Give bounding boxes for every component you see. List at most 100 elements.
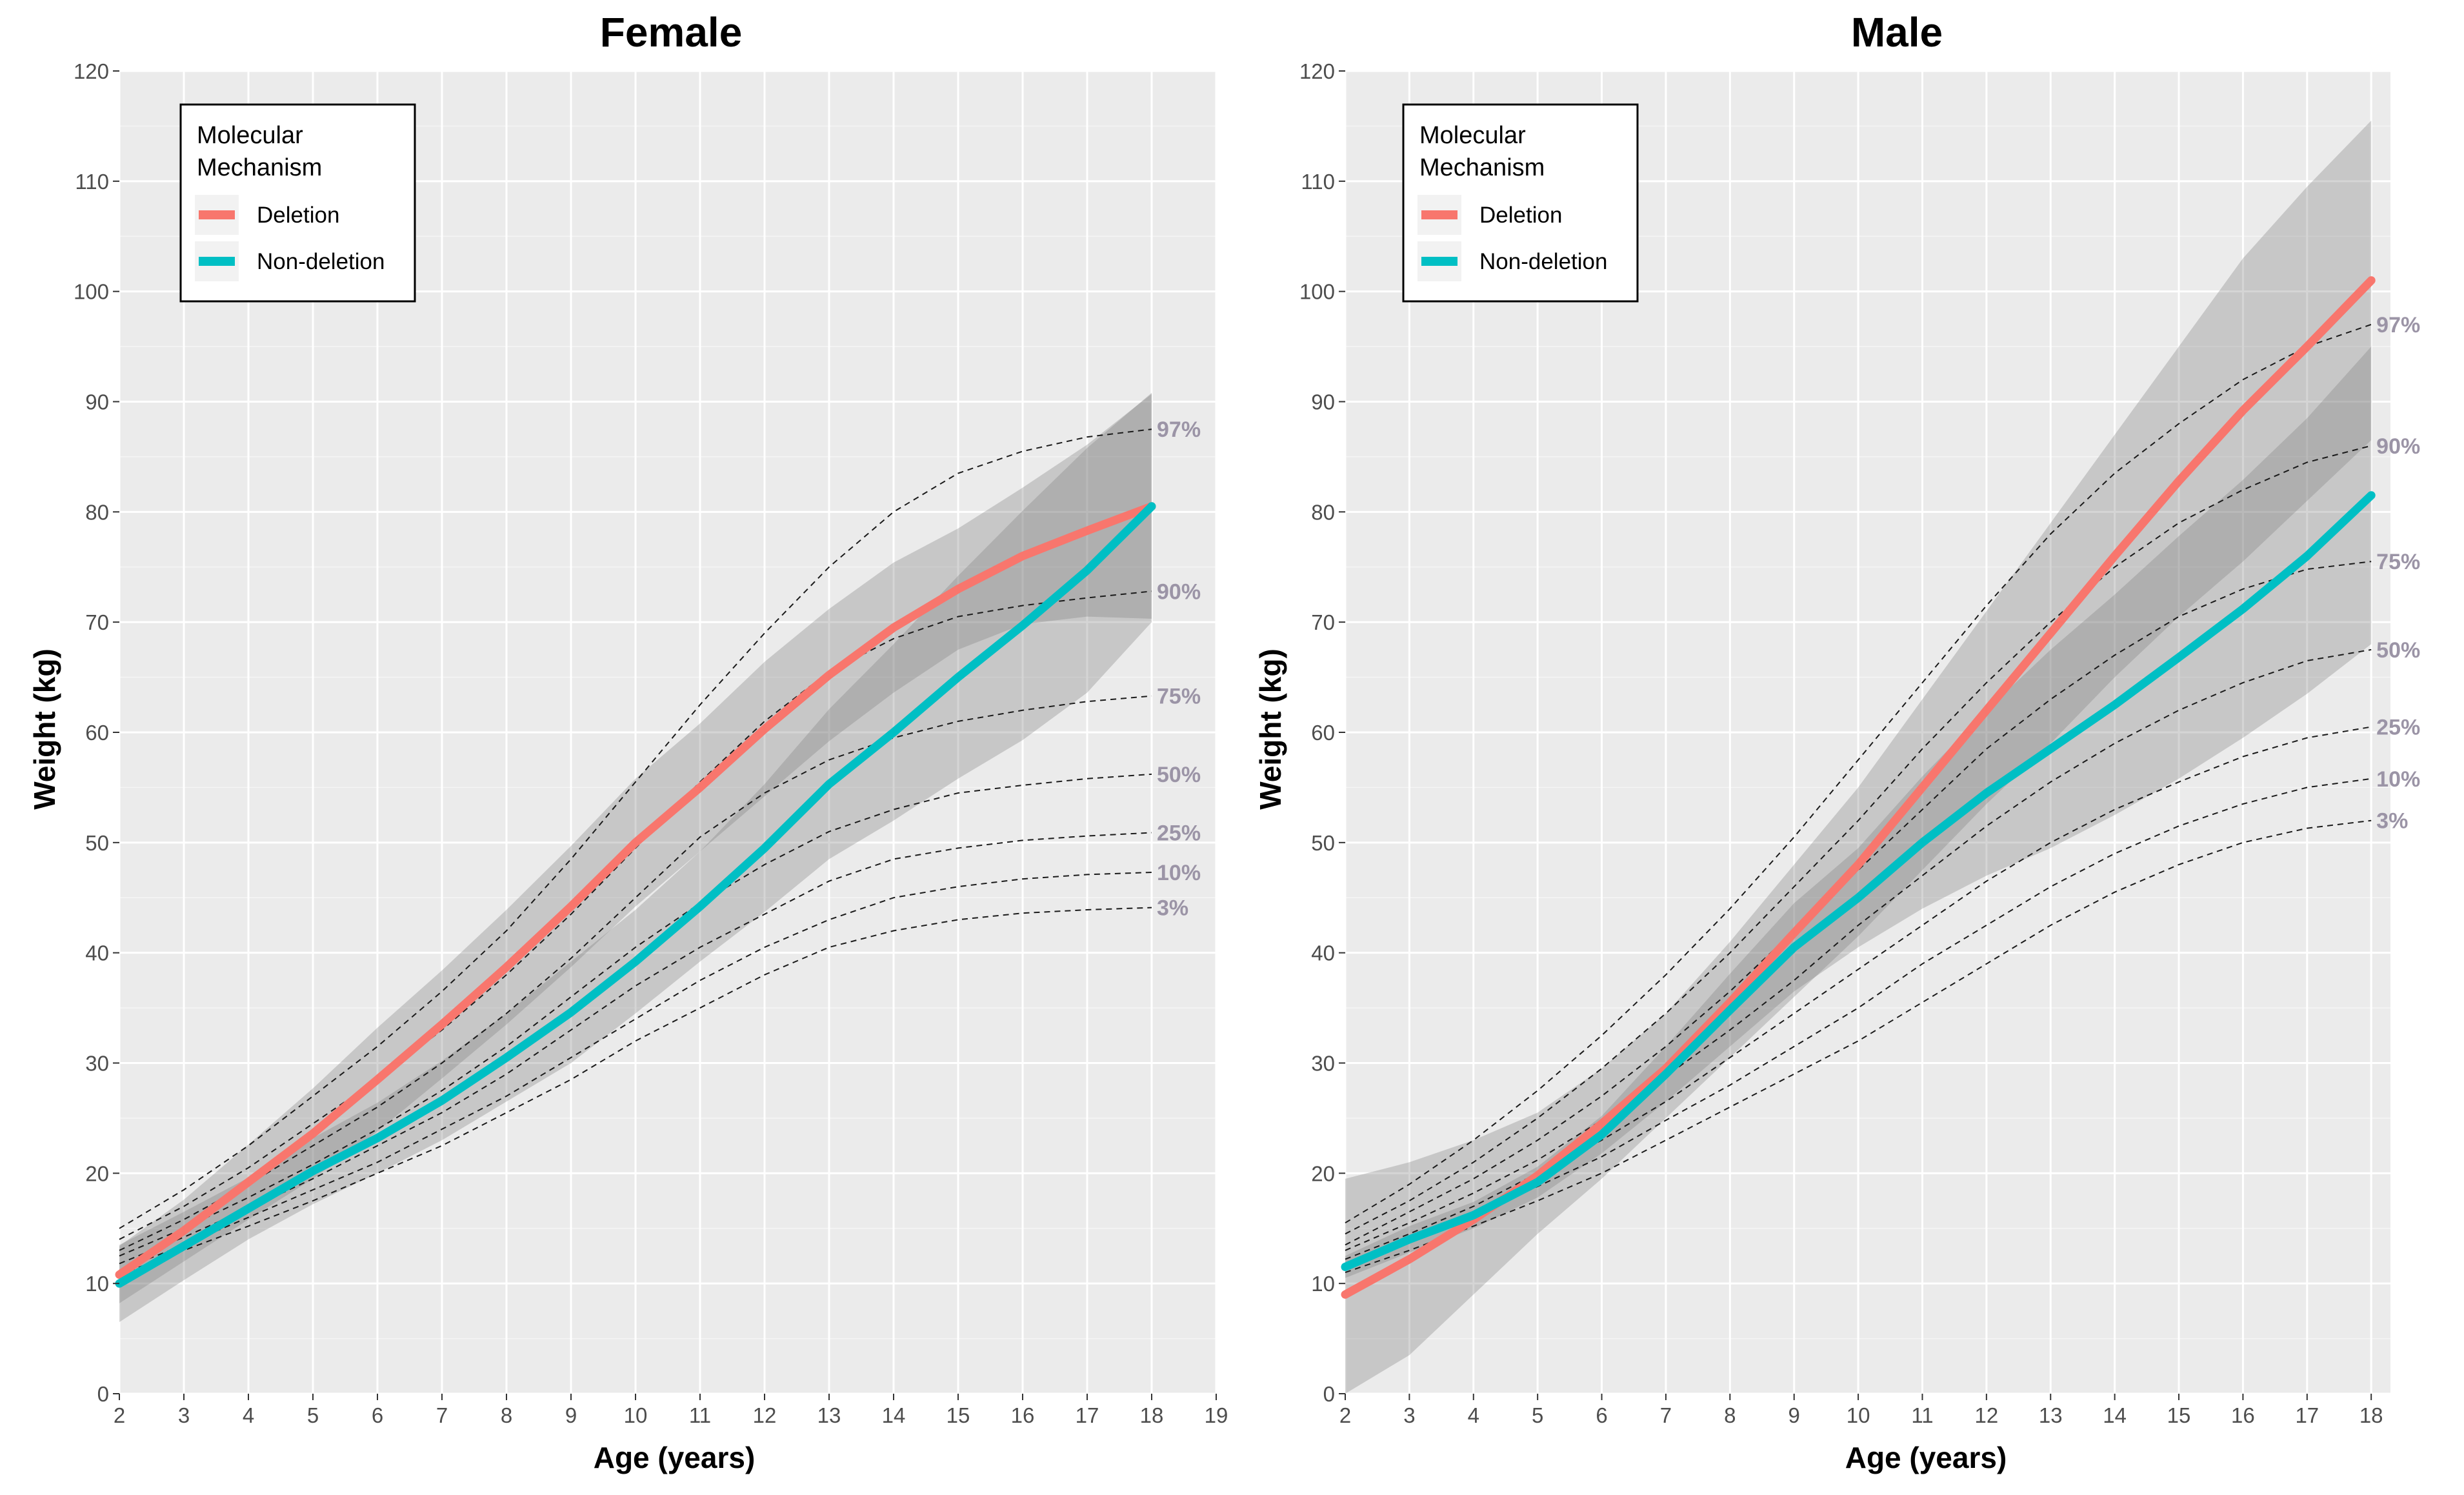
male-legend: Molecular Mechanism Deletion Non-deletio… xyxy=(1402,103,1639,303)
percentile-label-10: 10% xyxy=(1157,861,1201,885)
x-tick-label: 8 xyxy=(501,1403,512,1427)
y-tick-label: 120 xyxy=(1299,59,1335,83)
female-panel: Female Weight (kg) Age (years) 97% 90% 75%… xyxy=(28,9,1228,1474)
female-y-ticks: 0 10 20 30 40 50 60 70 80 90 100 110 120 xyxy=(74,59,119,1406)
legend-title-line2: Mechanism xyxy=(197,154,322,181)
female-x-ticks: 2 3 4 5 6 7 8 9 10 11 12 13 14 15 16 17 18 19 xyxy=(114,1394,1228,1427)
percentile-curve-10 xyxy=(119,872,1152,1271)
female-percentile-labels: 97% 90% 75% 50% 25% 10% 3% xyxy=(1157,417,1201,920)
x-tick-label: 12 xyxy=(753,1403,777,1427)
male-percentile-labels: 97% 90% 75% 50% 25% 10% 3% xyxy=(2376,313,2420,834)
x-tick-label: 12 xyxy=(1975,1403,1999,1427)
x-tick-label: 15 xyxy=(947,1403,970,1427)
x-tick-label: 19 xyxy=(1205,1403,1228,1427)
percentile-label-25: 25% xyxy=(1157,821,1201,845)
y-tick-label: 50 xyxy=(85,831,109,855)
x-tick-label: 17 xyxy=(1076,1403,1099,1427)
x-tick-label: 11 xyxy=(689,1403,711,1427)
y-tick-label: 30 xyxy=(85,1052,109,1076)
x-tick-label: 15 xyxy=(2167,1403,2191,1427)
x-tick-label: 16 xyxy=(1011,1403,1035,1427)
percentile-label-97: 97% xyxy=(1157,417,1201,442)
y-tick-label: 40 xyxy=(1311,941,1335,965)
y-tick-label: 60 xyxy=(1311,721,1335,745)
x-tick-label: 4 xyxy=(1468,1403,1479,1427)
y-tick-label: 10 xyxy=(85,1272,109,1296)
percentile-curve-25 xyxy=(1345,726,2372,1260)
y-tick-label: 70 xyxy=(1311,610,1335,634)
percentile-curve-97 xyxy=(119,428,1152,1229)
x-tick-label: 10 xyxy=(624,1403,648,1427)
legend-label-non-deletion: Non-deletion xyxy=(1479,249,1607,274)
y-tick-label: 120 xyxy=(74,59,109,83)
x-tick-label: 18 xyxy=(1140,1403,1164,1427)
x-tick-label: 3 xyxy=(1403,1403,1415,1427)
male-title: Male xyxy=(1851,9,1943,55)
percentile-label-75: 75% xyxy=(1157,685,1201,709)
legend-title-line1: Molecular xyxy=(197,122,303,149)
x-tick-label: 18 xyxy=(2359,1403,2383,1427)
x-tick-label: 5 xyxy=(307,1403,319,1427)
male-x-axis-title: Age (years) xyxy=(1845,1441,2007,1474)
legend-label-deletion: Deletion xyxy=(1479,203,1562,228)
percentile-curve-50 xyxy=(119,773,1152,1257)
female-series-lines xyxy=(115,502,1156,1288)
percentile-label-50: 50% xyxy=(2376,638,2420,663)
male-confidence-bands xyxy=(1345,120,2372,1394)
x-tick-label: 14 xyxy=(882,1403,906,1427)
percentile-curve-3 xyxy=(1345,819,2372,1274)
male-series-lines xyxy=(1341,276,2376,1299)
y-tick-label: 30 xyxy=(1311,1052,1335,1076)
percentile-label-50: 50% xyxy=(1157,763,1201,787)
percentile-label-97: 97% xyxy=(2376,313,2420,337)
y-tick-label: 0 xyxy=(97,1382,109,1406)
x-tick-label: 9 xyxy=(565,1403,577,1427)
percentile-label-75: 75% xyxy=(2376,550,2420,574)
percentile-label-90: 90% xyxy=(1157,579,1201,604)
x-tick-label: 5 xyxy=(1532,1403,1543,1427)
x-tick-label: 11 xyxy=(1911,1403,1933,1427)
percentile-curve-90 xyxy=(1345,445,2372,1235)
female-y-axis-title: Weight (kg) xyxy=(28,648,61,810)
x-tick-label: 13 xyxy=(2039,1403,2063,1427)
percentile-label-25: 25% xyxy=(2376,715,2420,739)
percentile-label-90: 90% xyxy=(2376,434,2420,459)
confidence-band-deletion xyxy=(1345,120,2372,1394)
legend-label-non-deletion: Non-deletion xyxy=(257,249,385,274)
y-tick-label: 50 xyxy=(1311,831,1335,855)
male-y-axis-title: Weight (kg) xyxy=(1254,648,1287,810)
x-tick-label: 9 xyxy=(1788,1403,1800,1427)
x-tick-label: 2 xyxy=(1339,1403,1351,1427)
percentile-label-3: 3% xyxy=(1157,896,1188,921)
x-tick-label: 4 xyxy=(243,1403,254,1427)
x-tick-label: 2 xyxy=(114,1403,125,1427)
male-panel: Male Weight (kg) Age (years) 97%90%75%50… xyxy=(1254,9,2420,1474)
x-tick-label: 7 xyxy=(1660,1403,1672,1427)
legend-label-deletion: Deletion xyxy=(257,203,339,228)
y-tick-label: 80 xyxy=(85,500,109,524)
y-tick-label: 80 xyxy=(1311,500,1335,524)
male-percentile-curves xyxy=(1345,323,2372,1274)
y-tick-label: 0 xyxy=(1323,1382,1335,1406)
male-y-ticks: 0 10 20 30 40 50 60 70 80 90 100 110 120 xyxy=(1299,59,1345,1406)
female-title: Female xyxy=(600,9,743,55)
y-tick-label: 110 xyxy=(1301,170,1335,194)
series-line-non-deletion xyxy=(1341,491,2376,1271)
y-tick-label: 20 xyxy=(1311,1161,1335,1185)
x-tick-label: 8 xyxy=(1724,1403,1736,1427)
series-line-non-deletion xyxy=(115,502,1156,1288)
confidence-band-non-deletion xyxy=(119,392,1152,1322)
x-tick-label: 13 xyxy=(817,1403,841,1427)
percentile-curve-75 xyxy=(119,695,1152,1251)
percentile-curve-50 xyxy=(1345,648,2372,1251)
percentile-curve-97 xyxy=(1345,323,2372,1224)
y-tick-label: 100 xyxy=(1299,280,1335,304)
female-legend: Molecular Mechanism Deletion Non-deletio… xyxy=(179,103,416,303)
percentile-label-3: 3% xyxy=(2376,809,2408,834)
percentile-curve-25 xyxy=(119,832,1152,1265)
x-tick-label: 16 xyxy=(2231,1403,2255,1427)
female-gridlines xyxy=(118,70,1217,1395)
x-tick-label: 14 xyxy=(2103,1403,2127,1427)
series-line-deletion xyxy=(115,502,1156,1279)
